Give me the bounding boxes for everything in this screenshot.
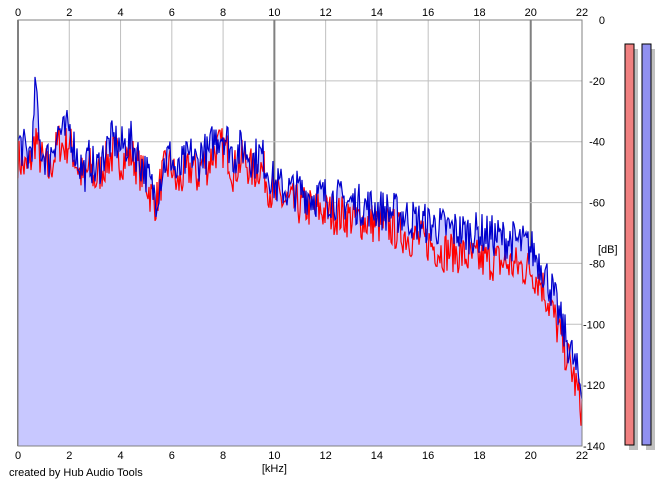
y-tick-0: 0 bbox=[599, 15, 605, 27]
x-tick-bottom-6: 6 bbox=[169, 450, 175, 462]
x-tick-bottom-20: 20 bbox=[525, 450, 537, 462]
plot-frame bbox=[17, 19, 583, 447]
meter-right-channel bbox=[641, 43, 652, 446]
x-tick-top-12: 12 bbox=[320, 7, 332, 19]
x-tick-bottom-18: 18 bbox=[473, 450, 485, 462]
x-tick-bottom-4: 4 bbox=[117, 450, 123, 462]
x-tick-top-2: 2 bbox=[66, 7, 72, 19]
series-layer bbox=[17, 76, 583, 426]
x-tick-bottom-14: 14 bbox=[371, 450, 383, 462]
x-tick-top-10: 10 bbox=[268, 7, 280, 19]
spectrum-area-fill bbox=[18, 76, 582, 447]
x-tick-bottom-16: 16 bbox=[422, 450, 434, 462]
series-blue-trace bbox=[17, 76, 583, 400]
x-tick-top-6: 6 bbox=[169, 7, 175, 19]
y-tick-5: -100 bbox=[583, 319, 605, 331]
y-tick-2: -40 bbox=[589, 137, 605, 149]
x-tick-top-8: 8 bbox=[220, 7, 226, 19]
x-tick-bottom-10: 10 bbox=[268, 450, 280, 462]
x-tick-top-0: 0 bbox=[15, 7, 21, 19]
y-tick-3: -60 bbox=[589, 198, 605, 210]
level-meters bbox=[624, 43, 655, 450]
x-tick-bottom-2: 2 bbox=[66, 450, 72, 462]
x-axis-bottom: 0 2 4 6 8 10 12 14 16 18 20 22 bbox=[15, 450, 588, 462]
meter-left-channel bbox=[624, 43, 635, 446]
y-tick-7: -140 bbox=[583, 441, 605, 453]
x-tick-top-4: 4 bbox=[117, 7, 123, 19]
x-tick-top-14: 14 bbox=[371, 7, 383, 19]
x-axis-top: 0 2 4 6 8 10 12 14 16 18 20 22 bbox=[15, 7, 588, 19]
x-tick-bottom-0: 0 bbox=[15, 450, 21, 462]
credit-text: created by Hub Audio Tools bbox=[9, 467, 143, 479]
x-tick-top-16: 16 bbox=[422, 7, 434, 19]
y-tick-1: -20 bbox=[589, 76, 605, 88]
x-tick-top-22: 22 bbox=[576, 7, 588, 19]
x-tick-top-18: 18 bbox=[473, 7, 485, 19]
x-tick-bottom-22: 22 bbox=[576, 450, 588, 462]
y-axis-right: 0 -20 -40 -60 -80 -100 -120 -140 bbox=[583, 15, 605, 453]
y-tick-6: -120 bbox=[583, 380, 605, 392]
x-tick-bottom-12: 12 bbox=[320, 450, 332, 462]
y-tick-4: -80 bbox=[589, 258, 605, 270]
y-axis-label: [dB] bbox=[598, 244, 618, 256]
x-tick-bottom-8: 8 bbox=[220, 450, 226, 462]
x-tick-top-20: 20 bbox=[525, 7, 537, 19]
x-axis-label: [kHz] bbox=[262, 463, 287, 475]
